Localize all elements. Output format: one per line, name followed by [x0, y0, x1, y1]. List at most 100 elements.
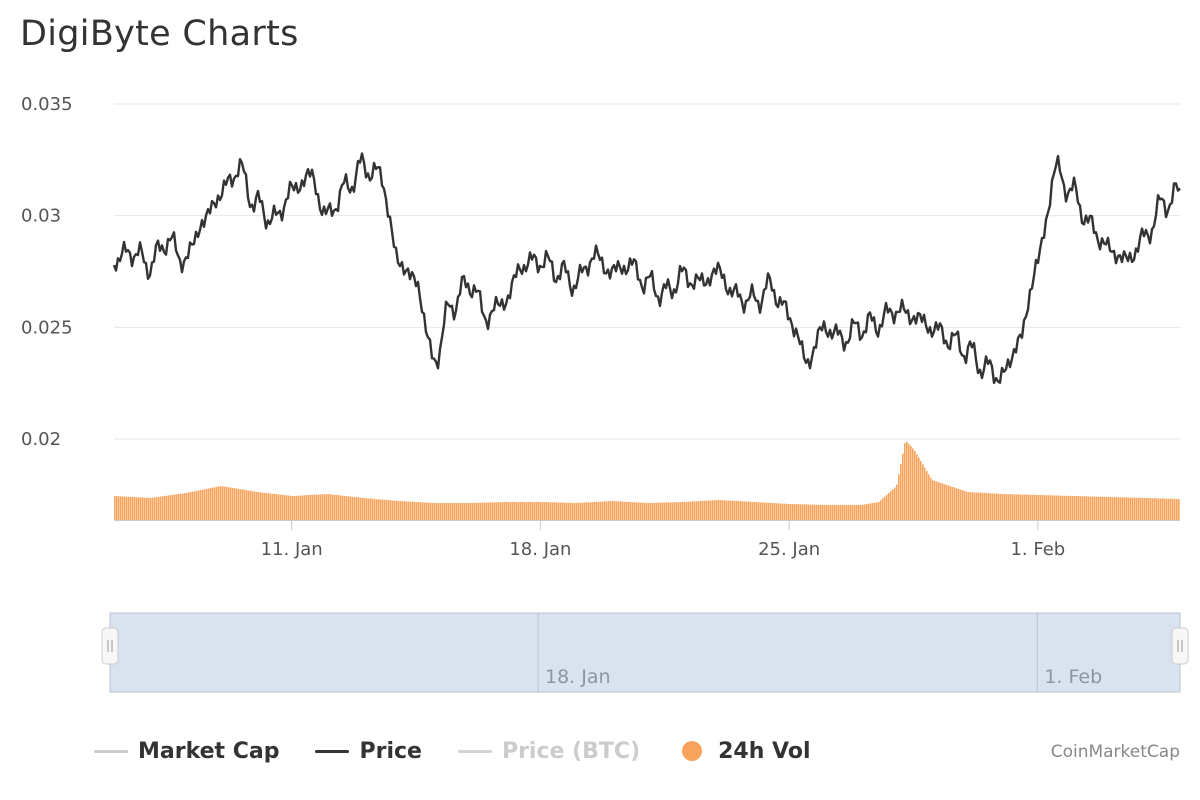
navigator[interactable]: 18. Jan 1. Feb	[101, 612, 1189, 693]
volume-bar	[916, 454, 918, 520]
volume-bar	[548, 502, 550, 520]
volume-bar	[992, 493, 994, 520]
legend-label: 24h Vol	[718, 738, 811, 764]
legend-item-24h-vol[interactable]: 24h Vol	[676, 738, 811, 764]
volume-bar	[416, 501, 418, 520]
volume-bar	[226, 486, 228, 520]
volume-bar	[788, 503, 790, 520]
volume-bar	[560, 502, 562, 520]
volume-bar	[1026, 494, 1028, 520]
handle-body[interactable]	[1171, 627, 1189, 665]
volume-bar	[564, 502, 566, 520]
volume-bar	[968, 492, 970, 520]
volume-bar	[200, 490, 202, 520]
volume-bar	[650, 502, 652, 520]
volume-bar	[972, 492, 974, 520]
volume-bar	[608, 501, 610, 520]
legend-item-market-cap[interactable]: Market Cap	[94, 739, 279, 764]
volume-bar	[976, 492, 978, 520]
price-line[interactable]	[112, 152, 1181, 385]
legend-item-price[interactable]: Price	[315, 739, 422, 764]
volume-bar	[1146, 498, 1148, 520]
volume-bar	[974, 492, 976, 520]
volume-bar	[884, 496, 886, 520]
volume-bar	[642, 502, 644, 520]
volume-bar	[568, 502, 570, 520]
volume-bar	[342, 495, 344, 520]
volume-bar	[1038, 495, 1040, 520]
volume-bar	[864, 504, 866, 520]
volume-bar	[1132, 497, 1134, 520]
navigator-label: 1. Feb	[1044, 666, 1102, 688]
handle-body[interactable]	[101, 627, 119, 665]
volume-bar	[126, 496, 128, 520]
navigator-handle-right[interactable]	[1171, 627, 1189, 665]
volume-bar	[422, 502, 424, 520]
volume-bar	[598, 501, 600, 520]
volume-bar	[1064, 495, 1066, 520]
volume-bar	[908, 443, 910, 520]
volume-bar	[796, 504, 798, 520]
volume-bar	[938, 482, 940, 520]
volume-bar	[860, 505, 862, 520]
volume-bar	[944, 484, 946, 520]
volume-bar	[724, 500, 726, 520]
volume-bar	[172, 494, 174, 520]
volume-bar	[572, 502, 574, 520]
volume-bar	[580, 502, 582, 520]
volume-bar	[618, 501, 620, 520]
volume-bar	[462, 503, 464, 520]
volume-bar	[456, 503, 458, 520]
volume-bar	[446, 503, 448, 520]
volume-bar	[988, 493, 990, 520]
navigator-label: 18. Jan	[545, 666, 611, 688]
credit-link[interactable]: CoinMarketCap	[1050, 742, 1180, 762]
volume-bar	[1046, 495, 1048, 520]
volume-bar	[496, 502, 498, 520]
volume-bar	[264, 492, 266, 520]
price-series[interactable]	[112, 152, 1181, 385]
legend-label: Market Cap	[138, 738, 280, 764]
navigator-range[interactable]	[109, 612, 1181, 693]
volume-bar	[498, 502, 500, 520]
volume-bar	[586, 502, 588, 520]
volume-bar	[842, 505, 844, 520]
volume-bar	[758, 502, 760, 520]
volume-bar	[1048, 495, 1050, 520]
volume-bar	[1058, 495, 1060, 520]
volume-bar	[482, 502, 484, 520]
volume-bar	[644, 502, 646, 520]
volume-bar	[242, 489, 244, 520]
volume-bar	[600, 501, 602, 520]
volume-bar	[658, 502, 660, 520]
volume-bar	[712, 500, 714, 520]
volume-bar	[760, 502, 762, 520]
volume-bar	[154, 497, 156, 520]
volume-bar	[1000, 493, 1002, 520]
x-tick-label: 25. Jan	[758, 539, 820, 560]
volume-bar	[752, 501, 754, 520]
volume-bar	[1158, 498, 1160, 520]
volume-bar	[804, 504, 806, 520]
volume-bar	[880, 500, 882, 520]
legend-item-price-btc[interactable]: Price (BTC)	[457, 739, 640, 764]
volume-bar	[1170, 498, 1172, 520]
volume-bar	[718, 500, 720, 520]
volume-bar	[290, 495, 292, 520]
volume-bar	[552, 502, 554, 520]
volume-bar	[338, 495, 340, 520]
volume-bar	[986, 493, 988, 520]
volume-series[interactable]	[114, 441, 1180, 520]
navigator-handle-left[interactable]	[101, 627, 119, 665]
volume-bar	[1018, 494, 1020, 520]
volume-bar	[432, 502, 434, 520]
volume-bar	[1072, 495, 1074, 520]
volume-bar	[460, 503, 462, 520]
volume-bar	[520, 502, 522, 520]
volume-bar	[484, 502, 486, 520]
volume-bar	[376, 499, 378, 520]
volume-bar	[876, 502, 878, 520]
volume-bar	[818, 504, 820, 520]
volume-bar	[164, 495, 166, 520]
